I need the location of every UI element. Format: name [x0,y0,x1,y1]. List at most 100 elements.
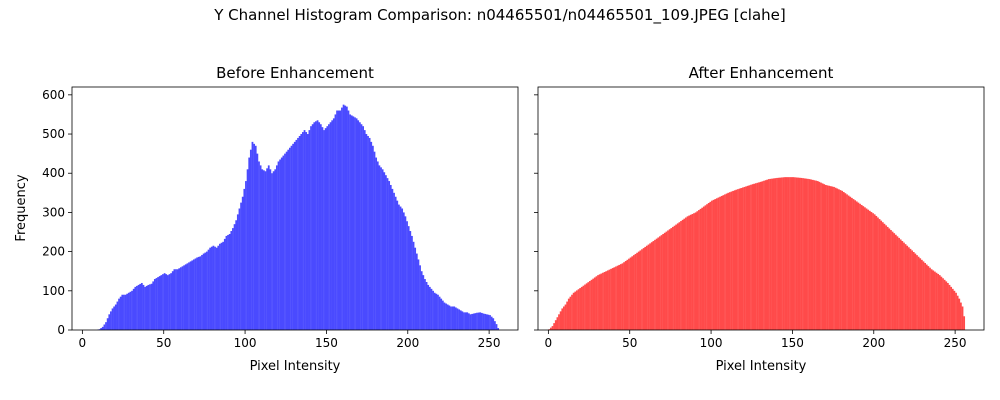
histogram-bar [787,177,790,330]
y-tick-label: 400 [42,166,65,180]
histogram-bar [149,284,151,330]
x-tick-label: 50 [622,336,637,350]
histogram-bar [623,262,625,330]
histogram-bar [872,213,874,330]
histogram-bar [737,189,739,330]
histogram-bar [173,269,176,330]
histogram-bar [201,254,203,330]
histogram-bar [246,169,249,330]
histogram-bar [329,122,332,331]
histogram-bar [636,252,639,330]
histogram-bar [929,267,931,330]
histogram-bar [253,143,255,330]
histogram-bar [438,296,441,330]
histogram-bar [419,265,421,330]
histogram-bar [463,312,465,330]
histogram-bar [808,179,811,330]
histogram-bar [629,257,632,330]
histogram-bar [450,306,452,330]
histogram-bar [313,122,316,331]
histogram-bar [706,204,708,330]
histogram-bar [963,316,966,330]
histogram-bar [593,277,596,330]
histogram-bar [733,190,736,330]
histogram-bar [430,288,433,330]
histogram-bar [437,294,439,330]
histogram-bar [907,247,910,330]
histogram-bar [471,313,473,330]
histogram-bar [318,122,321,331]
histogram-bar [466,312,469,330]
histogram-bar [310,126,312,330]
panel-before-title: Before Enhancement [216,64,374,82]
histogram-bar [480,312,483,330]
histogram-bar [559,311,562,330]
histogram-bar [685,217,687,330]
histogram-bar [445,303,447,330]
histogram-bar [111,308,114,330]
histogram-bar [116,301,119,330]
histogram-bar [238,208,241,330]
histogram-bar [175,269,177,330]
histogram-bar [188,262,190,330]
histogram-bar [422,275,425,330]
histogram-bar [370,141,373,330]
histogram-bar [818,181,821,330]
histogram-bar [597,275,599,330]
histogram-bar [396,200,399,330]
histogram-bar [873,214,876,330]
histogram-bar [303,130,306,330]
histogram-bar [717,197,720,330]
histogram-bar [826,185,829,330]
histogram-bar [576,290,578,330]
histogram-bar [833,186,835,330]
histogram-bar [389,184,392,330]
histogram-bar [834,187,837,330]
histogram-bar [494,321,496,330]
histogram-bar [391,188,394,330]
histogram-bar [794,177,796,330]
histogram-bar [337,110,340,331]
y-tick-label: 600 [42,88,65,102]
histogram-bar [482,313,485,330]
histogram-bar [584,284,586,330]
histogram-bar [784,177,787,330]
histogram-bar [864,207,866,330]
histogram-bar [810,179,813,330]
histogram-bar [741,187,744,330]
histogram-bar [639,250,642,330]
histogram-bar [258,161,260,330]
histogram-bar [859,203,861,330]
histogram-bar [676,223,679,330]
histogram-bar [672,226,674,330]
x-tick-label: 200 [396,336,419,350]
histogram-bar [256,153,259,330]
x-tick-label: 250 [944,336,967,350]
histogram-bar [183,265,186,330]
histogram-bar [108,314,111,330]
histogram-bar [779,177,782,330]
histogram-bar [428,286,431,330]
histogram-bar [124,294,127,330]
histogram-bar [683,218,686,330]
histogram-bar [485,314,488,330]
histogram-bar [696,211,699,330]
histogram-bar [381,169,384,330]
histogram-bar [100,328,103,330]
histogram-bar [477,312,480,330]
histogram-bar [836,188,839,330]
histogram-bar [160,275,163,330]
histogram-bar [293,141,296,330]
histogram-bar [841,190,844,330]
histogram-bar [380,167,382,330]
histogram-bar [603,271,606,330]
histogram-bar [894,234,897,330]
histogram-bar [241,196,244,330]
histogram-bar [769,178,772,330]
histogram-bar [820,182,822,330]
panel-before-frame [71,86,519,331]
histogram-bar [678,222,681,330]
histogram-bar [924,262,926,330]
histogram-bar [930,269,933,330]
histogram-bar [857,202,860,330]
